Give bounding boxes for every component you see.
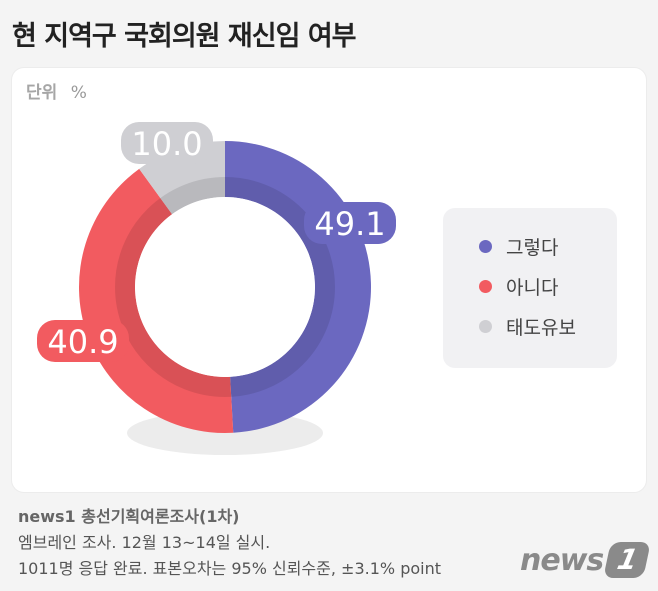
donut-inner-shade (115, 177, 335, 397)
value-label-reserved: 10.0 (131, 125, 202, 163)
legend-dot-reserved (479, 319, 492, 333)
legend-item-no: 아니다 (479, 274, 559, 299)
news1-logo: news 1 (520, 540, 652, 580)
source-line-1: 엠브레인 조사. 12월 13~14일 실시. (18, 533, 271, 552)
unit-label: 단위 (26, 83, 58, 103)
unit-row: 단위 % (26, 78, 87, 103)
legend: 그렇다 아니다 태도유보 (443, 208, 617, 368)
slice-no (78, 168, 234, 433)
logo-badge: 1 (603, 542, 652, 578)
source-title: news1 총선기획여론조사(1차) (18, 507, 240, 526)
value-label-bg-yes (304, 202, 396, 244)
donut-chart: 49.1 40.9 10.0 (37, 122, 396, 455)
page-title: 현 지역구 국회의원 재신임 여부 (12, 21, 357, 52)
value-label-bg-no (37, 320, 129, 362)
legend-dot-yes (479, 239, 492, 253)
logo-text: news (520, 542, 604, 578)
donut-hole (135, 197, 315, 377)
value-label-bg-reserved (121, 122, 213, 164)
legend-label-no: 아니다 (506, 276, 559, 299)
value-label-yes: 49.1 (314, 205, 385, 243)
legend-label-yes: 그렇다 (506, 236, 559, 259)
legend-dot-no (479, 279, 492, 293)
legend-label-reserved: 태도유보 (506, 316, 576, 339)
source-line-2: 1011명 응답 완료. 표본오차는 95% 신뢰수준, ±3.1% point (18, 559, 441, 578)
source-note: news1 총선기획여론조사(1차) 엠브레인 조사. 12월 13~14일 실… (18, 504, 441, 582)
legend-item-yes: 그렇다 (479, 234, 559, 259)
unit-value: % (70, 83, 87, 103)
chart-card: 단위 % 49.1 40.9 10.0 그렇다 아니다 태도유보 (12, 68, 646, 492)
legend-item-reserved: 태도유보 (479, 314, 576, 339)
value-label-no: 40.9 (47, 323, 118, 361)
